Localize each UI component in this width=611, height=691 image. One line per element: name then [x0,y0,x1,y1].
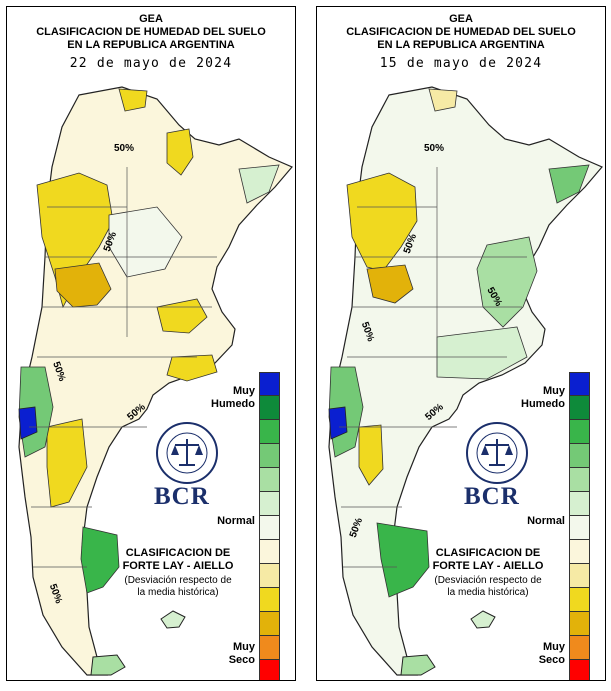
legend-swatch [570,444,589,468]
dry-zone-northwest [346,172,418,272]
classification-title-2: FORTE LAY - AIELLO [432,560,544,572]
legend-swatch [260,492,279,516]
legend-label-bottom-1: Muy [233,641,255,653]
wet-zone-south [80,526,120,594]
legend-swatch [570,468,589,492]
legend-label-top-1: Muy [543,385,565,397]
header-line2: EN LA REPUBLICA ARGENTINA [67,39,235,51]
legend-label-bottom-1: Muy [543,641,565,653]
classification-title-2: FORTE LAY - AIELLO [122,560,234,572]
dry-zone-pampa [166,354,218,382]
legend-swatch [260,396,279,420]
very-wet-zone [328,406,348,440]
dry-zone-cordoba [156,298,208,334]
classification-title-1: CLASIFICACION DE [125,547,231,559]
wet-zone-mesopotamia [548,164,590,204]
legend-swatch [570,540,589,564]
legend-label-top-1: Muy [233,385,255,397]
legend-swatch [260,540,279,564]
wet-zone-mesopotamia [238,164,280,204]
legend-swatch [260,636,279,660]
bcr-seal-logo [156,422,218,484]
normal-zone-pampa [436,326,528,380]
legend-swatch [570,660,589,680]
legend-swatch [260,588,279,612]
dry-zone-top [118,88,148,112]
legend-label-middle: Normal [217,515,255,527]
map-date: 22 de mayo de 2024 [69,56,233,71]
bcr-logo-text: BCR [154,483,210,510]
legend-label-top-2: Humedo [211,398,255,410]
legend-swatch [570,420,589,444]
legend-label-bottom-2: Seco [228,654,255,666]
dry-zone-cuyo [366,264,414,304]
soil-moisture-map: 50% 50% 50% 50% 50% 50% [328,86,603,676]
dry-zone-north [166,128,194,176]
dry-zone-top [428,88,458,112]
legend-swatch [260,372,279,396]
soil-moisture-map: 50% 50% 50% 50% 50% [18,86,293,676]
legend-swatch [260,564,279,588]
classification-note-1: (Desviación respecto de [124,575,232,586]
legend-swatch [570,492,589,516]
legend-swatch [260,516,279,540]
legend-label-middle: Normal [527,515,565,527]
header-line2: EN LA REPUBLICA ARGENTINA [377,39,545,51]
dry-zone-cuyo [54,262,112,308]
dry-zone-patagonia [46,418,88,508]
malvinas-islands [470,610,496,629]
legend-swatch [570,636,589,660]
legend-swatch [260,468,279,492]
legend-swatch [570,372,589,396]
tierra-del-fuego [400,654,436,676]
wet-zone-south [376,522,430,598]
header-line1: CLASIFICACION DE HUMEDAD DEL SUELO [346,26,576,38]
isoline-label: 50% [114,143,134,154]
classification-note-2: la media histórica) [137,587,219,598]
map-panel-may-22: 50% 50% 50% 50% 50% GEA CLASIFICACION DE… [6,6,296,681]
legend-swatch [570,564,589,588]
legend-swatch [570,588,589,612]
legend-swatch [260,660,279,680]
color-legend [569,372,590,680]
legend-label-bottom-2: Seco [538,654,565,666]
bcr-seal-logo [466,422,528,484]
legend-swatch [570,612,589,636]
color-legend [259,372,280,680]
very-wet-zone [18,406,38,440]
map-date: 15 de mayo de 2024 [379,56,543,71]
isoline-label: 50% [424,143,444,154]
tierra-del-fuego [90,654,126,676]
bcr-logo-text: BCR [464,483,520,510]
classification-note-2: la media histórica) [447,587,529,598]
legend-swatch [570,396,589,420]
wet-zone-littoral [476,236,538,328]
header-org: GEA [449,13,473,25]
header-line1: CLASIFICACION DE HUMEDAD DEL SUELO [36,26,266,38]
header-org: GEA [139,13,163,25]
legend-swatch [260,612,279,636]
legend-label-top-2: Humedo [521,398,565,410]
dry-zone-patagonia [358,424,384,486]
legend-swatch [260,444,279,468]
classification-title-1: CLASIFICACION DE [435,547,541,559]
classification-note-1: (Desviación respecto de [434,575,542,586]
legend-swatch [570,516,589,540]
malvinas-islands [160,610,186,629]
map-panel-may-15: 50% 50% 50% 50% 50% 50% GEA CLASIFICACIO… [316,6,606,681]
legend-swatch [260,420,279,444]
